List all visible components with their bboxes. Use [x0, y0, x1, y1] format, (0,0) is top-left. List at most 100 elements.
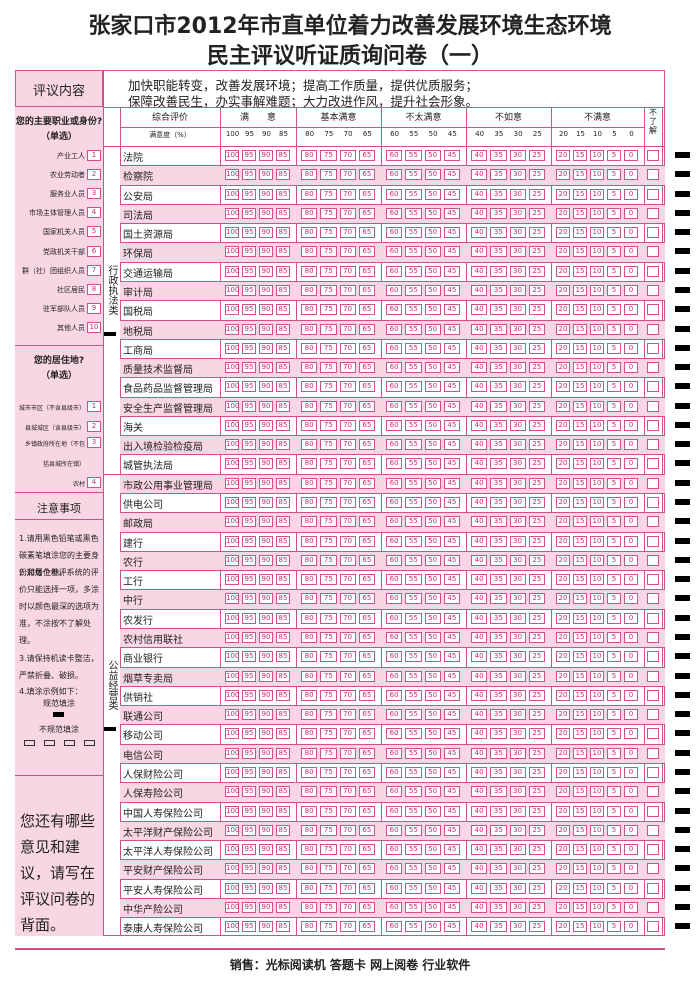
group-line — [103, 473, 120, 475]
score-bubble: 80 — [301, 882, 318, 894]
row-line — [120, 358, 665, 360]
score-bubble: 100 — [225, 844, 240, 856]
score-header: 5 — [612, 130, 617, 138]
score-bubble: 65 — [358, 766, 375, 778]
score-bubble: 0 — [624, 419, 638, 431]
unknown-bubble — [647, 574, 659, 586]
unknown-bubble — [647, 342, 659, 354]
score-bubble: 30 — [509, 554, 526, 566]
score-bubble: 55 — [405, 304, 422, 316]
score-bubble: 65 — [358, 670, 375, 682]
score-bubble: 60 — [386, 786, 403, 798]
score-bubble: 90 — [259, 477, 273, 489]
score-bubble: 70 — [339, 574, 356, 586]
score-bubble: 50 — [424, 265, 441, 277]
score-bubble: 35 — [490, 477, 507, 489]
score-bubble: 70 — [339, 516, 356, 528]
score-bubble: 45 — [443, 323, 460, 335]
row-label: 检察院 — [123, 172, 153, 184]
score-bubble: 15 — [573, 246, 587, 258]
score-bubble: 35 — [490, 342, 507, 354]
row-line — [120, 840, 665, 842]
score-bubble: 95 — [242, 863, 256, 875]
score-bubble: 95 — [242, 612, 256, 624]
score-bubble: 40 — [471, 651, 488, 663]
score-bubble: 25 — [528, 535, 545, 547]
score-bubble: 60 — [386, 709, 403, 721]
score-bubble: 90 — [259, 612, 273, 624]
score-bubble: 100 — [225, 207, 240, 219]
score-bubble: 20 — [556, 882, 570, 894]
row-line — [120, 261, 665, 263]
unknown-bubble — [647, 284, 659, 296]
score-bubble: 90 — [259, 516, 273, 528]
timing-mark — [675, 634, 690, 640]
timing-mark — [675, 325, 690, 332]
timing-mark — [675, 441, 690, 448]
score-bubble: 5 — [607, 304, 621, 316]
score-bubble: 0 — [624, 554, 638, 566]
score-bubble: 45 — [443, 169, 460, 181]
unknown-bubble — [647, 400, 659, 412]
score-bubble: 15 — [573, 419, 587, 431]
row-label: 中行 — [123, 596, 143, 608]
bottom-line — [15, 948, 665, 950]
score-bubble: 30 — [509, 844, 526, 856]
score-bubble: 100 — [225, 612, 240, 624]
score-bubble: 25 — [528, 863, 545, 875]
score-bubble: 75 — [320, 188, 337, 200]
score-bubble: 20 — [556, 477, 570, 489]
score-bubble: 60 — [386, 381, 403, 393]
row-label: 公安局 — [123, 191, 153, 203]
score-bubble: 65 — [358, 805, 375, 817]
score-bubble: 20 — [556, 458, 570, 470]
score-bubble: 10 — [590, 882, 604, 894]
row-line — [120, 223, 665, 225]
score-bubble: 95 — [242, 574, 256, 586]
row-label: 农村信用联社 — [123, 635, 183, 646]
timing-mark — [675, 691, 690, 698]
unknown-bubble — [647, 728, 659, 740]
row-line — [120, 165, 665, 167]
score-bubble: 75 — [320, 477, 337, 489]
score-bubble: 90 — [259, 805, 273, 817]
score-bubble: 90 — [259, 786, 273, 798]
option-code: 7 — [87, 264, 101, 276]
score-bubble: 40 — [471, 863, 488, 875]
score-bubble: 65 — [358, 169, 375, 181]
score-bubble: 100 — [225, 670, 240, 682]
score-bubble: 65 — [358, 150, 375, 161]
score-bubble: 55 — [405, 323, 422, 335]
score-bubble: 0 — [624, 227, 638, 239]
score-bubble: 15 — [573, 400, 587, 412]
row-line — [120, 242, 665, 244]
score-bubble: 25 — [528, 342, 545, 354]
score-bubble: 30 — [509, 342, 526, 354]
score-bubble: 25 — [528, 381, 545, 393]
row-line — [120, 570, 665, 572]
hline — [15, 519, 103, 520]
option-code: 6 — [87, 245, 101, 257]
score-bubble: 95 — [242, 921, 256, 933]
score-bubble: 25 — [528, 593, 545, 605]
score-bubble: 15 — [573, 882, 587, 894]
scale-label: 基本满意 — [320, 113, 357, 123]
score-bubble: 90 — [259, 709, 273, 721]
score-bubble: 15 — [573, 362, 587, 374]
score-bubble: 100 — [225, 882, 240, 894]
title-line: 民主评议听证质询问卷（一） — [206, 44, 493, 69]
score-bubble: 95 — [242, 709, 256, 721]
row-line — [120, 608, 665, 610]
score-bubble: 60 — [386, 651, 403, 663]
row-label: 太平洋人寿保险公司 — [123, 847, 213, 859]
unknown-bubble — [647, 747, 659, 759]
score-bubble: 30 — [509, 477, 526, 489]
score-bubble: 25 — [528, 439, 545, 451]
row-line — [120, 454, 665, 456]
score-bubble: 80 — [301, 419, 318, 431]
score-bubble: 65 — [358, 593, 375, 605]
row-label: 中华产险公司 — [123, 904, 183, 916]
score-bubble: 45 — [443, 901, 460, 913]
score-bubble: 40 — [471, 439, 488, 451]
score-bubble: 20 — [556, 304, 570, 316]
